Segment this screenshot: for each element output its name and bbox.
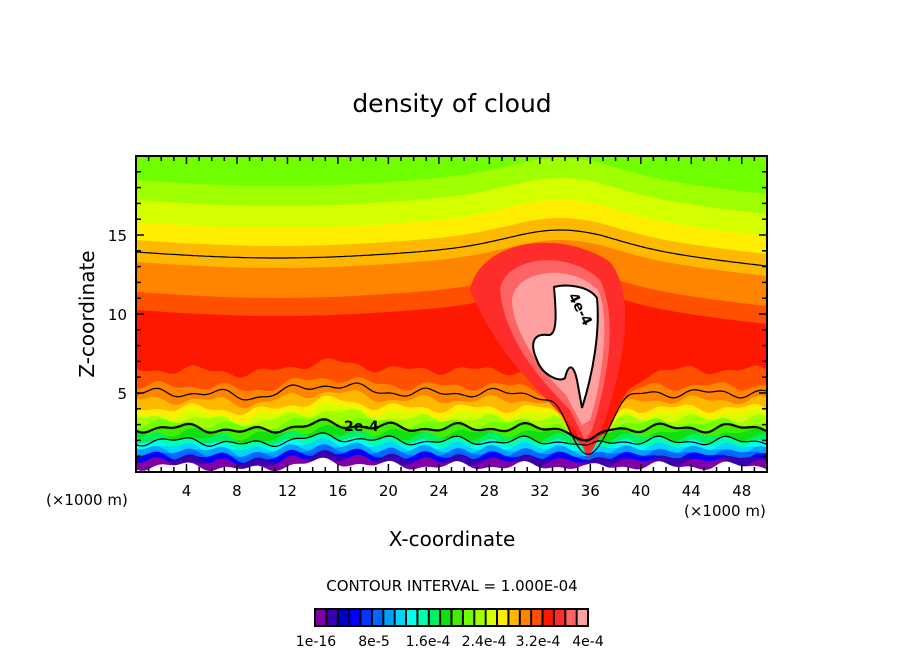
colorbar-swatch: [338, 610, 349, 625]
contour-line: [136, 432, 767, 448]
contour-line: [136, 229, 767, 267]
x-tick-label: 20: [379, 482, 398, 500]
x-tick-label: 24: [429, 482, 448, 500]
x-unit-label-right: (×1000 m): [684, 502, 766, 520]
colorbar-swatch: [395, 610, 405, 625]
contour-interval-text: CONTOUR INTERVAL = 1.000E-04: [326, 577, 577, 595]
colorbar-labels: 1e-16 8e-5 1.6e-4 2.4e-4 3.2e-4 4e-4: [296, 634, 604, 650]
x-tick-label: 36: [581, 482, 600, 500]
colorbar-frame: [314, 608, 589, 627]
colorbar-swatch: [384, 610, 394, 625]
x-tick-label: 28: [480, 482, 499, 500]
colorbar-label: 8e-5: [358, 634, 389, 650]
colorbar-label: 1e-16: [296, 634, 336, 650]
contour-label-2e-4: 2e-4: [344, 419, 379, 435]
colorbar-label: 4e-4: [572, 634, 604, 650]
contour-line: [136, 382, 767, 456]
contour-lines: [136, 229, 767, 456]
x-unit-label-left: (×1000 m): [46, 491, 128, 509]
contour-fill: [136, 156, 767, 472]
y-tick-label: 15: [108, 227, 127, 245]
chart-title: density of cloud: [352, 89, 551, 118]
colorbar-swatch: [418, 610, 428, 625]
x-tick-label: 12: [278, 482, 297, 500]
colorbar-swatch: [463, 610, 474, 625]
colorbar-swatch: [372, 610, 383, 625]
x-tick-label: 48: [732, 482, 751, 500]
colorbar-swatch: [475, 610, 485, 625]
colorbar-swatch: [486, 610, 496, 625]
y-tick-label: 10: [108, 306, 127, 324]
axis-ticks: [136, 156, 767, 472]
colorbar-swatch: [361, 610, 371, 625]
colorbar-swatch: [520, 610, 531, 625]
x-tick-labels: 4 8 12 16 20 24 28 32 36 40 44 48: [182, 482, 752, 500]
x-tick-label: 8: [232, 482, 242, 500]
contour-band: [136, 457, 767, 472]
x-tick-label: 4: [182, 482, 192, 500]
colorbar-swatch: [316, 610, 326, 625]
colorbar-swatch: [327, 610, 337, 625]
x-tick-label: 40: [631, 482, 650, 500]
colorbar-swatch: [452, 610, 462, 625]
colorbar-swatch: [509, 610, 519, 625]
colorbar-swatch: [407, 610, 417, 625]
colorbar-swatch: [566, 610, 576, 625]
contour-line-2e-4: [136, 418, 767, 442]
x-axis-label: X-coordinate: [389, 527, 516, 551]
colorbar-swatch: [543, 610, 553, 625]
x-tick-label: 32: [530, 482, 549, 500]
contour-region-4e-4: [532, 284, 599, 409]
colorbar-swatch: [498, 610, 508, 625]
colorbar-swatch: [429, 610, 440, 625]
x-tick-label: 16: [328, 482, 347, 500]
y-tick-labels: 5 10 15: [108, 227, 127, 403]
x-tick-label: 44: [682, 482, 701, 500]
colorbar-swatch: [350, 610, 360, 625]
y-axis-label: Z-coordinate: [75, 250, 99, 377]
y-tick-label: 5: [117, 385, 127, 403]
colorbar-swatch: [441, 610, 451, 625]
colorbar-label: 3.2e-4: [516, 634, 561, 650]
colorbar: [314, 608, 589, 627]
colorbar-label: 1.6e-4: [406, 634, 451, 650]
colorbar-swatch: [577, 610, 587, 625]
colorbar-label: 2.4e-4: [462, 634, 507, 650]
colorbar-swatch: [532, 610, 542, 625]
colorbar-swatch: [554, 610, 565, 625]
